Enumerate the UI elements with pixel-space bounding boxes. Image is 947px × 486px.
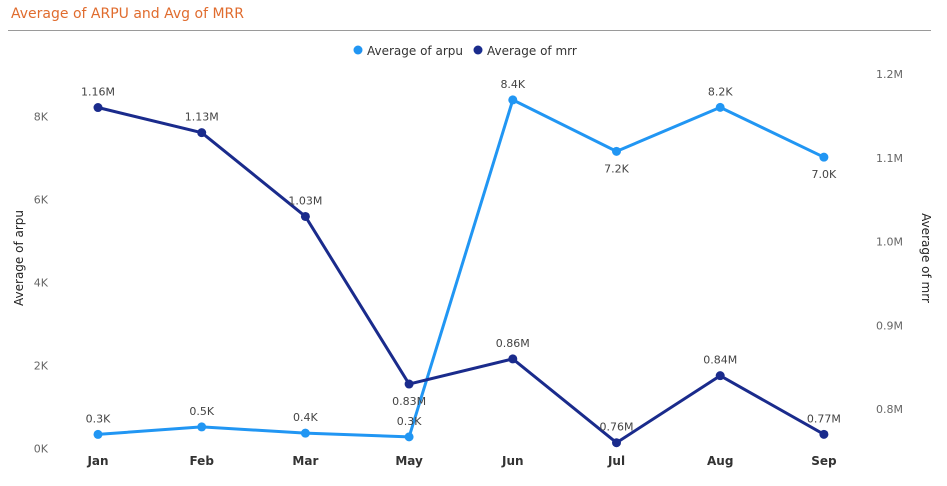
legend-label-1: Average of mrr bbox=[487, 44, 577, 58]
left-y-axis: 0K 2K 4K 6K 8K Average of arpu bbox=[12, 111, 49, 456]
series-mrr: 1.16M 1.13M 1.03M 0.83M 0.86M 0.76M 0.84M 0.77M bbox=[81, 86, 841, 448]
data-point bbox=[612, 146, 621, 156]
data-point bbox=[404, 379, 414, 389]
legend-label-0: Average of arpu bbox=[367, 44, 463, 58]
data-label: 8.4K bbox=[500, 78, 525, 91]
left-tick-label: 6K bbox=[34, 194, 49, 207]
data-label: 0.84M bbox=[703, 354, 737, 367]
series-arpu: 0.3K 0.5K 0.4K 0.3K 8.4K 7.2K 8.2K 7.0K bbox=[86, 78, 837, 442]
right-tick-label: 0.9M bbox=[876, 319, 903, 332]
data-label: 7.0K bbox=[812, 168, 837, 181]
legend-marker-1 bbox=[473, 45, 483, 55]
data-label: 0.5K bbox=[189, 405, 214, 418]
chart-title: Average of ARPU and Avg of MRR bbox=[11, 6, 244, 22]
data-label: 0.76M bbox=[600, 421, 634, 434]
x-tick-label: Jul bbox=[607, 454, 625, 468]
data-point bbox=[197, 128, 207, 138]
x-tick-label: Mar bbox=[292, 454, 318, 468]
data-label: 0.77M bbox=[807, 412, 841, 425]
data-label: 1.03M bbox=[288, 194, 322, 207]
data-label: 0.83M bbox=[392, 395, 426, 408]
data-label: 8.2K bbox=[708, 85, 733, 98]
data-point bbox=[300, 428, 310, 438]
right-tick-label: 1.2M bbox=[876, 68, 903, 81]
x-tick-label: May bbox=[395, 454, 423, 468]
x-tick-label: Jan bbox=[86, 454, 108, 468]
x-tick-label: Jun bbox=[501, 454, 524, 468]
data-point bbox=[819, 152, 829, 162]
right-tick-label: 0.8M bbox=[876, 403, 903, 416]
data-point bbox=[819, 429, 829, 439]
series-line bbox=[97, 98, 825, 439]
data-point bbox=[715, 102, 725, 112]
data-point bbox=[93, 429, 103, 439]
right-axis-title: Average of mrr bbox=[919, 213, 933, 303]
x-tick-label: Aug bbox=[707, 454, 733, 468]
title-divider bbox=[8, 30, 931, 31]
data-point bbox=[300, 211, 310, 221]
data-label: 1.13M bbox=[185, 111, 219, 124]
left-tick-label: 8K bbox=[34, 111, 49, 124]
right-y-axis: 0.8M 0.9M 1.0M 1.1M 1.2M Average of mrr bbox=[876, 68, 933, 416]
legend-marker-0 bbox=[353, 45, 363, 55]
series-layer: 0.3K0.5K 0.4K 0.3K8.4K7.2K8.2K7.0K1.16M1.1… bbox=[81, 78, 841, 448]
data-label: 0.3K bbox=[397, 415, 422, 428]
data-point bbox=[404, 432, 414, 442]
data-point bbox=[508, 95, 518, 105]
data-label: 0.86M bbox=[496, 337, 530, 350]
left-tick-label: 4K bbox=[34, 277, 49, 290]
data-label: 0.3K bbox=[86, 412, 111, 425]
left-axis-title: Average of arpu bbox=[12, 210, 26, 306]
data-point bbox=[508, 354, 518, 364]
data-label: 7.2K bbox=[604, 162, 629, 175]
x-axis: Jan Feb Mar May Jun Jul Aug Sep bbox=[86, 454, 837, 468]
data-point bbox=[197, 422, 207, 432]
series-line bbox=[97, 106, 825, 445]
data-label: 0.4K bbox=[293, 411, 318, 424]
data-point bbox=[93, 103, 103, 113]
right-tick-label: 1.1M bbox=[876, 152, 903, 165]
chart-legend: Average of arpu Average of mrr bbox=[353, 44, 577, 58]
left-tick-label: 0K bbox=[34, 443, 49, 456]
x-tick-label: Feb bbox=[189, 454, 214, 468]
right-tick-label: 1.0M bbox=[876, 236, 903, 249]
data-label: 1.16M bbox=[81, 86, 115, 99]
data-point bbox=[715, 371, 725, 381]
x-tick-label: Sep bbox=[811, 454, 837, 468]
data-point bbox=[612, 438, 621, 448]
left-tick-label: 2K bbox=[34, 360, 49, 373]
